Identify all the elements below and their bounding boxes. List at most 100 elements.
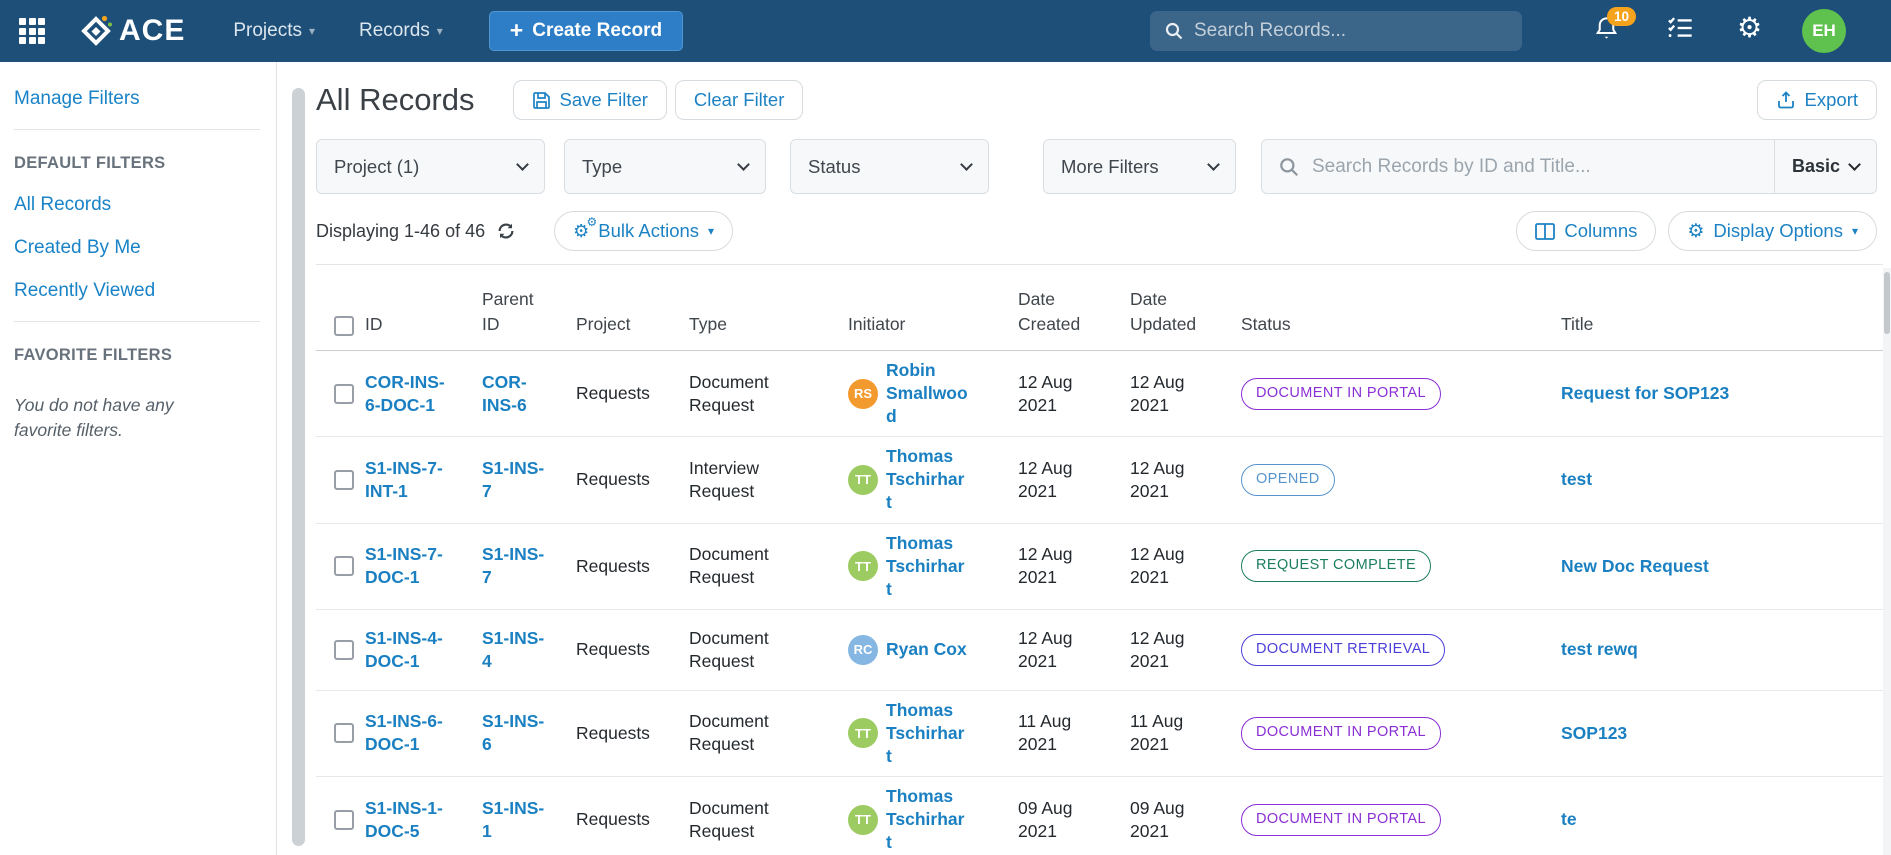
- record-title-link[interactable]: SOP123: [1561, 722, 1628, 743]
- initiator-link[interactable]: Thomas Tschirhart: [886, 786, 965, 853]
- status-badge: REQUEST COMPLETE: [1241, 550, 1432, 583]
- plus-icon: +: [509, 16, 524, 43]
- save-filter-button[interactable]: Save Filter: [512, 80, 667, 120]
- initiator-link[interactable]: Ryan Cox: [886, 639, 967, 660]
- record-id-link[interactable]: S1-INS-7-DOC-1: [365, 544, 443, 588]
- columns-icon: [1535, 222, 1556, 240]
- column-header-date-created[interactable]: Date Created: [1018, 289, 1081, 334]
- type-cell: Document Request: [689, 627, 769, 671]
- parent-id-link[interactable]: S1-INS-7: [482, 544, 545, 588]
- row-checkbox[interactable]: [334, 469, 354, 490]
- chevron-down-icon: ▾: [708, 224, 715, 238]
- vertical-scrollbar-thumb[interactable]: [292, 88, 305, 846]
- column-header-project[interactable]: Project: [576, 313, 631, 334]
- export-button[interactable]: Export: [1756, 80, 1877, 120]
- date-updated-cell: 12 Aug 2021: [1130, 544, 1185, 588]
- more-filters-dropdown[interactable]: More Filters: [1043, 139, 1236, 194]
- project-cell: Requests: [576, 383, 650, 404]
- column-header-date-updated[interactable]: Date Updated: [1130, 289, 1197, 334]
- columns-button[interactable]: Columns: [1516, 211, 1657, 251]
- initiator-link[interactable]: Robin Smallwood: [886, 360, 968, 427]
- type-cell: Interview Request: [689, 457, 760, 501]
- refresh-icon[interactable]: [496, 221, 516, 241]
- notifications-bell-icon[interactable]: 10: [1593, 7, 1637, 47]
- type-cell: Document Request: [689, 371, 769, 415]
- record-title-link[interactable]: New Doc Request: [1561, 555, 1709, 576]
- gears-icon: ⚙ ⚙: [573, 215, 598, 241]
- global-search: [1150, 11, 1522, 51]
- status-filter-dropdown[interactable]: Status: [790, 139, 989, 194]
- sidebar-item-recently-viewed[interactable]: Recently Viewed: [14, 280, 156, 301]
- table-header-row: ID Parent ID Project Type Initiator Date…: [316, 265, 1883, 351]
- initiator-cell: RC Ryan Cox: [848, 634, 968, 665]
- records-search-input[interactable]: [1312, 155, 1762, 178]
- clear-filter-button[interactable]: Clear Filter: [674, 80, 804, 120]
- task-list-icon[interactable]: [1666, 15, 1694, 46]
- column-header-status[interactable]: Status: [1241, 313, 1291, 334]
- parent-id-link[interactable]: S1-INS-1: [482, 797, 545, 841]
- initiator-link[interactable]: Thomas Tschirhart: [886, 699, 965, 767]
- search-icon: [1278, 156, 1300, 178]
- column-header-initiator[interactable]: Initiator: [848, 313, 906, 334]
- search-icon: [1164, 21, 1184, 41]
- row-checkbox[interactable]: [334, 639, 354, 660]
- nav-menu-records[interactable]: Records ▾: [359, 20, 443, 41]
- initiator-avatar: TT: [848, 718, 878, 749]
- table-row: S1-INS-7-INT-1 S1-INS-7 Requests Intervi…: [316, 437, 1883, 524]
- type-cell: Document Request: [689, 711, 769, 755]
- sidebar-item-all-records[interactable]: All Records: [14, 194, 112, 215]
- record-title-link[interactable]: Request for SOP123: [1561, 383, 1730, 404]
- column-header-type[interactable]: Type: [689, 313, 727, 334]
- initiator-link[interactable]: Thomas Tschirhart: [886, 532, 965, 599]
- table-scrollbar-track[interactable]: [1883, 268, 1891, 855]
- record-title-link[interactable]: te: [1561, 809, 1577, 830]
- record-title-link[interactable]: test rewq: [1561, 639, 1638, 660]
- bulk-actions-button[interactable]: ⚙ ⚙ Bulk Actions ▾: [554, 211, 734, 251]
- status-cell: DOCUMENT IN PORTAL: [1241, 377, 1541, 410]
- user-avatar[interactable]: EH: [1802, 9, 1846, 53]
- create-record-button[interactable]: + Create Record: [488, 11, 684, 51]
- select-all-checkbox[interactable]: [334, 316, 354, 336]
- row-checkbox[interactable]: [334, 723, 354, 744]
- row-checkbox[interactable]: [334, 383, 354, 404]
- type-filter-dropdown[interactable]: Type: [564, 139, 766, 194]
- row-checkbox[interactable]: [334, 556, 354, 577]
- parent-id-link[interactable]: S1-INS-6: [482, 711, 545, 755]
- table-body: COR-INS-6-DOC-1 COR-INS-6 Requests Docum…: [316, 351, 1883, 855]
- search-mode-dropdown[interactable]: Basic: [1773, 140, 1876, 193]
- nav-menu-projects[interactable]: Projects ▾: [233, 20, 316, 41]
- record-id-link[interactable]: S1-INS-4-DOC-1: [365, 627, 443, 671]
- records-search-bar: Basic: [1261, 139, 1877, 194]
- date-created-cell: 09 Aug 2021: [1018, 797, 1073, 841]
- record-id-link[interactable]: S1-INS-7-INT-1: [365, 457, 443, 501]
- record-id-link[interactable]: COR-INS-6-DOC-1: [365, 371, 445, 415]
- app-grid-icon[interactable]: [19, 18, 45, 44]
- initiator-cell: TT Thomas Tschirhart: [848, 532, 968, 601]
- ace-logo[interactable]: ACE: [79, 14, 185, 48]
- settings-gear-icon[interactable]: ⚙: [1737, 12, 1763, 43]
- parent-id-link[interactable]: S1-INS-4: [482, 627, 545, 671]
- table-scrollbar-thumb[interactable]: [1884, 272, 1890, 334]
- date-updated-cell: 11 Aug 2021: [1130, 711, 1184, 755]
- column-header-id[interactable]: ID: [365, 313, 383, 334]
- status-badge: DOCUMENT IN PORTAL: [1241, 377, 1441, 410]
- row-checkbox[interactable]: [334, 809, 354, 830]
- display-options-button[interactable]: ⚙ Display Options ▾: [1668, 211, 1877, 251]
- parent-id-link[interactable]: S1-INS-7: [482, 457, 545, 501]
- record-title-link[interactable]: test: [1561, 469, 1593, 490]
- column-header-title[interactable]: Title: [1561, 313, 1594, 334]
- status-badge: DOCUMENT IN PORTAL: [1241, 803, 1441, 836]
- parent-id-link[interactable]: COR-INS-6: [482, 371, 527, 415]
- global-search-input[interactable]: [1194, 20, 1474, 42]
- sidebar-item-created-by-me[interactable]: Created By Me: [14, 237, 141, 258]
- record-id-link[interactable]: S1-INS-6-DOC-1: [365, 711, 443, 755]
- column-header-parent-id[interactable]: Parent ID: [482, 289, 534, 334]
- project-cell: Requests: [576, 809, 650, 830]
- export-icon: [1776, 90, 1796, 110]
- manage-filters-link[interactable]: Manage Filters: [14, 88, 140, 109]
- record-id-link[interactable]: S1-INS-1-DOC-5: [365, 797, 443, 841]
- initiator-link[interactable]: Thomas Tschirhart: [886, 446, 965, 513]
- date-updated-cell: 12 Aug 2021: [1130, 627, 1185, 671]
- project-filter-dropdown[interactable]: Project (1): [316, 139, 545, 194]
- chevron-down-icon: [737, 157, 750, 171]
